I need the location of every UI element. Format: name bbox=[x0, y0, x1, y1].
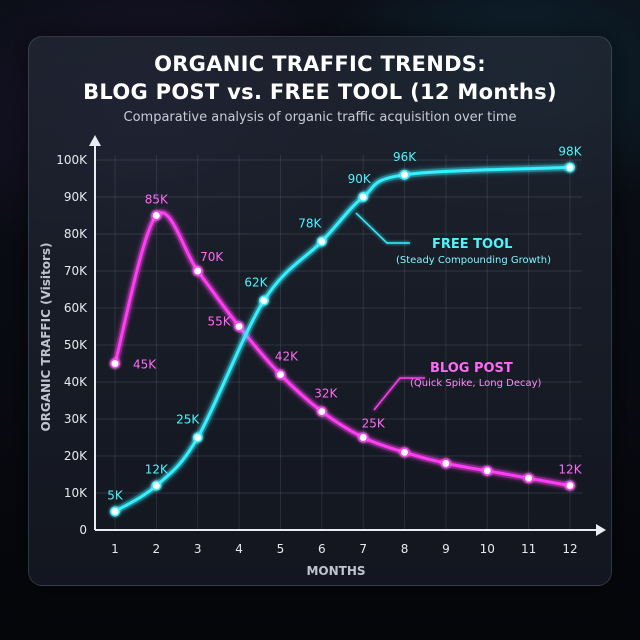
free-tool-data-label: 78K bbox=[298, 216, 322, 230]
series-group bbox=[110, 162, 575, 517]
blog-post-data-label: 45K bbox=[133, 358, 157, 372]
blog-post-point bbox=[275, 369, 286, 380]
blog-post-point bbox=[565, 480, 575, 491]
y-tick-label: 0 bbox=[79, 523, 87, 537]
blog-post-line-glow bbox=[111, 209, 574, 490]
y-tick-label: 20K bbox=[64, 449, 88, 463]
x-tick-label: 1 bbox=[111, 542, 119, 556]
y-tick-label: 90K bbox=[64, 190, 88, 204]
y-tick-label: 80K bbox=[64, 227, 88, 241]
blog-post-point bbox=[358, 432, 369, 443]
free-tool-line bbox=[113, 165, 572, 513]
blog-post-callout: BLOG POST (Quick Spike, Long Decay) bbox=[373, 361, 542, 411]
blog-post-data-label: 70K bbox=[200, 250, 224, 264]
free-tool-legend-label: FREE TOOL bbox=[432, 237, 512, 252]
blog-post-point bbox=[234, 321, 245, 332]
free-tool-point bbox=[110, 506, 120, 517]
blog-post-point bbox=[316, 406, 327, 417]
x-tick-label: 5 bbox=[277, 542, 285, 556]
x-axis-label: MONTHS bbox=[306, 564, 365, 578]
point-labels: 45K 85K 70K 55K 42K 32K 25K 12K 5K 12K 25K 62K 78K 90… bbox=[107, 144, 582, 502]
y-tick-label: 10K bbox=[64, 486, 88, 500]
y-tick-label: 40K bbox=[64, 375, 88, 389]
free-tool-point bbox=[192, 432, 203, 443]
blog-post-legend-label: BLOG POST bbox=[430, 361, 513, 376]
blog-post-point bbox=[151, 210, 162, 221]
x-axis-arrow bbox=[596, 524, 606, 536]
x-tick-label: 8 bbox=[401, 542, 409, 556]
chart-title-line1: ORGANIC TRAFFIC TRENDS: bbox=[154, 52, 486, 76]
y-tick-label: 60K bbox=[64, 301, 88, 315]
chart-title-line2: BLOG POST vs. FREE TOOL (12 Months) bbox=[83, 80, 557, 104]
blog-post-point bbox=[523, 473, 534, 484]
free-tool-data-label: 98K bbox=[558, 144, 582, 158]
free-tool-data-label: 12K bbox=[145, 463, 169, 477]
free-tool-data-label: 62K bbox=[244, 276, 268, 290]
blog-post-point bbox=[110, 358, 120, 369]
free-tool-point bbox=[399, 169, 410, 180]
blog-post-point bbox=[440, 458, 451, 469]
free-tool-data-label: 96K bbox=[393, 150, 417, 164]
x-tick-label: 7 bbox=[359, 542, 367, 556]
free-tool-point bbox=[258, 295, 269, 306]
x-tick-label: 3 bbox=[194, 542, 202, 556]
x-tick-label: 6 bbox=[318, 542, 326, 556]
blog-post-data-label: 55K bbox=[208, 315, 232, 329]
free-tool-data-label: 25K bbox=[176, 413, 200, 427]
y-tick-label: 30K bbox=[64, 412, 88, 426]
blog-post-legend-note: (Quick Spike, Long Decay) bbox=[410, 378, 542, 389]
free-tool-point bbox=[565, 162, 575, 173]
y-axis-label: ORGANIC TRAFFIC (Visitors) bbox=[39, 242, 53, 431]
free-tool-legend-note: (Steady Compounding Growth) bbox=[396, 255, 551, 266]
chart-panel bbox=[28, 36, 612, 586]
x-tick-label: 4 bbox=[235, 542, 243, 556]
y-tick-label: 100K bbox=[56, 153, 88, 167]
blog-post-point bbox=[399, 447, 410, 458]
x-tick-label: 12 bbox=[562, 542, 577, 556]
blog-post-data-label: 32K bbox=[314, 387, 338, 401]
free-tool-data-label: 5K bbox=[107, 489, 124, 503]
blog-post-data-label: 25K bbox=[362, 417, 386, 431]
y-tick-label: 70K bbox=[64, 264, 88, 278]
free-tool-callout: FREE TOOL (Steady Compounding Growth) bbox=[355, 212, 551, 266]
x-tick-label: 2 bbox=[153, 542, 161, 556]
blog-post-data-label: 12K bbox=[558, 463, 582, 477]
x-tick-label: 9 bbox=[442, 542, 450, 556]
y-axis-arrow bbox=[89, 135, 101, 146]
blog-post-line bbox=[113, 211, 572, 488]
blog-post-data-label: 42K bbox=[275, 350, 299, 364]
free-tool-point bbox=[316, 236, 327, 247]
y-tick-label: 50K bbox=[64, 338, 88, 352]
free-tool-point bbox=[358, 192, 369, 202]
blog-post-point bbox=[192, 266, 203, 276]
x-tick-label: 10 bbox=[480, 542, 495, 556]
blog-post-data-label: 85K bbox=[145, 193, 169, 207]
blog-post-point bbox=[482, 465, 493, 476]
x-tick-label: 11 bbox=[521, 542, 536, 556]
free-tool-data-label: 90K bbox=[348, 172, 372, 186]
chart-subtitle: Comparative analysis of organic traffic … bbox=[123, 110, 517, 125]
free-tool-point bbox=[151, 480, 162, 491]
